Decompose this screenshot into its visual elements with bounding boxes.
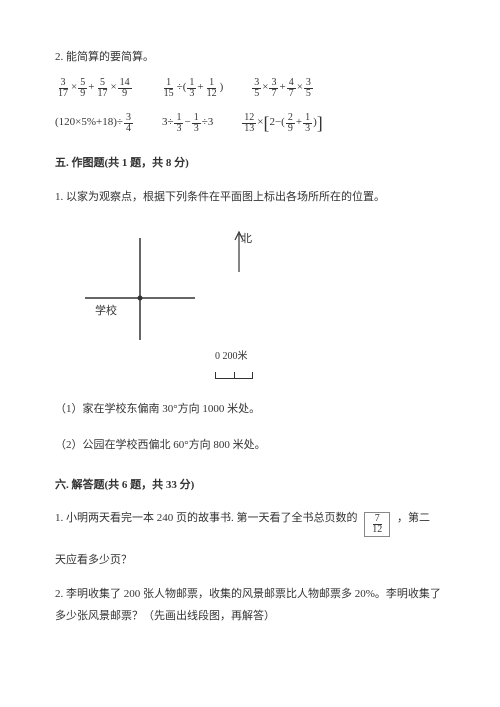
section5-title: 五. 作图题(共 1 题，共 8 分) [55,154,445,174]
diagram: 北 学校 0 200米 [55,220,315,380]
section6-q1-cont: 天应看多少页？ [55,549,445,571]
expr-4: (120×5%+18)÷34 [55,113,134,134]
scale: 0 200米 [215,348,253,386]
expr-2: 115÷(13+112) [161,78,224,99]
school-label: 学校 [95,302,117,322]
boxed-fraction: 712 [364,512,390,537]
expr-6: 1213×[2−(29+13)] [241,113,322,134]
section6-q1: 1. 小明两天看完一本 240 页的故事书. 第一天看了全书总页数的 712 ，… [55,507,445,537]
expr-5: 3÷13−13÷3 [162,113,213,134]
expr-1: 317×59+517×149 [55,78,133,99]
q2-title: 2. 能简算的要简算。 [55,48,445,68]
section5-sub2: （2）公园在学校西偏北 60°方向 800 米处。 [55,434,445,456]
section6-q2: 2. 李明收集了 200 张人物邮票，收集的风景邮票比人物邮票多 20%。李明收… [55,583,445,627]
expr-3: 35×37+47×35 [251,78,314,99]
north-label: 北 [241,230,252,250]
section6-title: 六. 解答题(共 6 题，共 33 分) [55,476,445,496]
diagram-svg [55,220,315,380]
section5-q1: 1. 以家为观察点，根据下列条件在平面图上标出各场所所在的位置。 [55,186,445,208]
expr-row-1: 317×59+517×149 115÷(13+112) 35×37+47×35 [55,78,445,99]
section5-sub1: （1）家在学校东偏南 30°方向 1000 米处。 [55,398,445,420]
expr-row-2: (120×5%+18)÷34 3÷13−13÷3 1213×[2−(29+13)… [55,113,445,134]
